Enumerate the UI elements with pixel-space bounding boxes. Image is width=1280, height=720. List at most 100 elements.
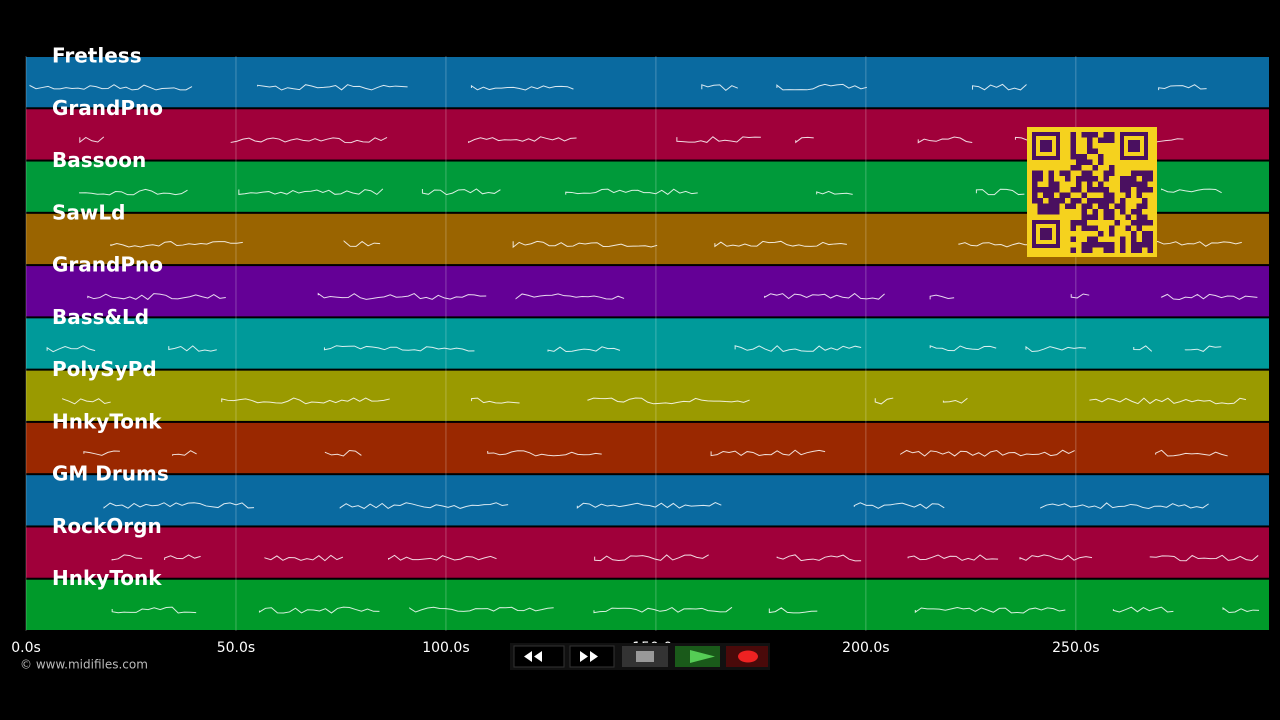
qr-module xyxy=(1070,148,1076,154)
qr-module xyxy=(1092,198,1098,204)
tick-label: 200.0s xyxy=(842,640,889,656)
note-trace xyxy=(110,241,243,248)
note-trace xyxy=(388,554,497,561)
track-name: HnkyTonk xyxy=(52,409,162,433)
qr-module xyxy=(1048,187,1054,193)
qr-module xyxy=(1120,198,1126,204)
note-trace xyxy=(1133,345,1153,352)
stop-button[interactable] xyxy=(622,646,668,667)
qr-module xyxy=(1109,165,1115,171)
note-trace xyxy=(576,502,722,509)
tick-label: 100.0s xyxy=(422,640,469,656)
qr-module xyxy=(1120,247,1126,253)
qr-module xyxy=(1125,181,1131,187)
track-name: PolySyPd xyxy=(52,357,157,381)
track-lane xyxy=(26,475,1269,526)
qr-module xyxy=(1103,176,1109,182)
rewind-button[interactable] xyxy=(513,645,565,668)
qr-module xyxy=(1109,231,1115,237)
qr-module xyxy=(1098,137,1104,143)
qr-module xyxy=(1070,165,1076,171)
qr-module xyxy=(1142,242,1148,248)
qr-module xyxy=(1092,148,1098,154)
qr-module xyxy=(1125,187,1131,193)
qr-module xyxy=(1081,170,1087,176)
note-trace xyxy=(907,554,999,561)
qr-module xyxy=(1076,220,1082,226)
qr-module xyxy=(1131,220,1137,226)
qr-module xyxy=(1087,132,1093,138)
qr-module xyxy=(1059,170,1065,176)
qr-module xyxy=(1070,154,1076,160)
qr-module xyxy=(1136,181,1142,187)
qr-module xyxy=(1147,231,1153,237)
note-trace xyxy=(816,190,853,195)
qr-module xyxy=(1076,154,1082,160)
qr-module xyxy=(1147,220,1153,226)
note-trace xyxy=(168,345,217,352)
qr-module xyxy=(1087,137,1093,143)
qr-module xyxy=(1087,236,1093,242)
qr-module xyxy=(1087,198,1093,204)
track-name: SawLd xyxy=(52,200,125,224)
qr-module xyxy=(1136,225,1142,231)
record-button[interactable] xyxy=(726,646,768,667)
qr-module xyxy=(1043,187,1049,193)
track-name: GM Drums xyxy=(52,462,169,486)
qr-module xyxy=(1147,242,1153,248)
note-trace xyxy=(421,188,501,196)
qr-module xyxy=(1131,247,1137,253)
qr-module xyxy=(1087,214,1093,220)
qr-module xyxy=(1136,220,1142,226)
qr-module xyxy=(1043,209,1049,215)
note-trace xyxy=(221,397,390,405)
qr-module xyxy=(1103,132,1109,138)
qr-module xyxy=(1092,176,1098,182)
qr-module xyxy=(1037,170,1043,176)
qr-module xyxy=(1076,198,1082,204)
note-trace xyxy=(701,84,738,91)
qr-module xyxy=(1059,192,1065,198)
qr-module xyxy=(1054,209,1060,215)
note-trace xyxy=(324,449,362,457)
qr-module xyxy=(1131,181,1137,187)
qr-module xyxy=(1048,209,1054,215)
qr-module xyxy=(1081,247,1087,253)
qr-module xyxy=(1131,242,1137,248)
note-trace xyxy=(46,345,96,353)
qr-module xyxy=(1037,198,1043,204)
note-trace xyxy=(714,240,847,248)
note-trace xyxy=(470,84,574,91)
qr-module xyxy=(1136,203,1142,209)
note-trace xyxy=(853,502,945,510)
qr-module xyxy=(1037,187,1043,193)
qr-module xyxy=(1076,159,1082,165)
qr-module xyxy=(1098,154,1104,160)
qr-module xyxy=(1114,220,1120,226)
note-trace xyxy=(1155,449,1228,457)
qr-module xyxy=(1087,181,1093,187)
qr-module xyxy=(1076,187,1082,193)
qr-module xyxy=(1136,242,1142,248)
qr-module xyxy=(1147,170,1153,176)
qr-module xyxy=(1081,225,1087,231)
forward-button[interactable] xyxy=(569,645,615,668)
note-trace xyxy=(917,136,973,144)
qr-module xyxy=(1065,176,1071,182)
qr-module xyxy=(1054,198,1060,204)
qr-finder xyxy=(1040,228,1052,240)
qr-module xyxy=(1109,198,1115,204)
qr-module xyxy=(1098,198,1104,204)
qr-module xyxy=(1076,176,1082,182)
qr-module xyxy=(1131,231,1137,237)
track-name: Bassoon xyxy=(52,148,146,172)
note-trace xyxy=(172,450,197,456)
qr-module xyxy=(1142,170,1148,176)
note-trace xyxy=(343,240,381,247)
qr-module xyxy=(1120,203,1126,209)
qr-module xyxy=(1037,203,1043,209)
note-trace xyxy=(734,345,862,353)
play-button[interactable] xyxy=(675,646,720,667)
track-lane xyxy=(26,57,1269,108)
qr-module xyxy=(1048,170,1054,176)
